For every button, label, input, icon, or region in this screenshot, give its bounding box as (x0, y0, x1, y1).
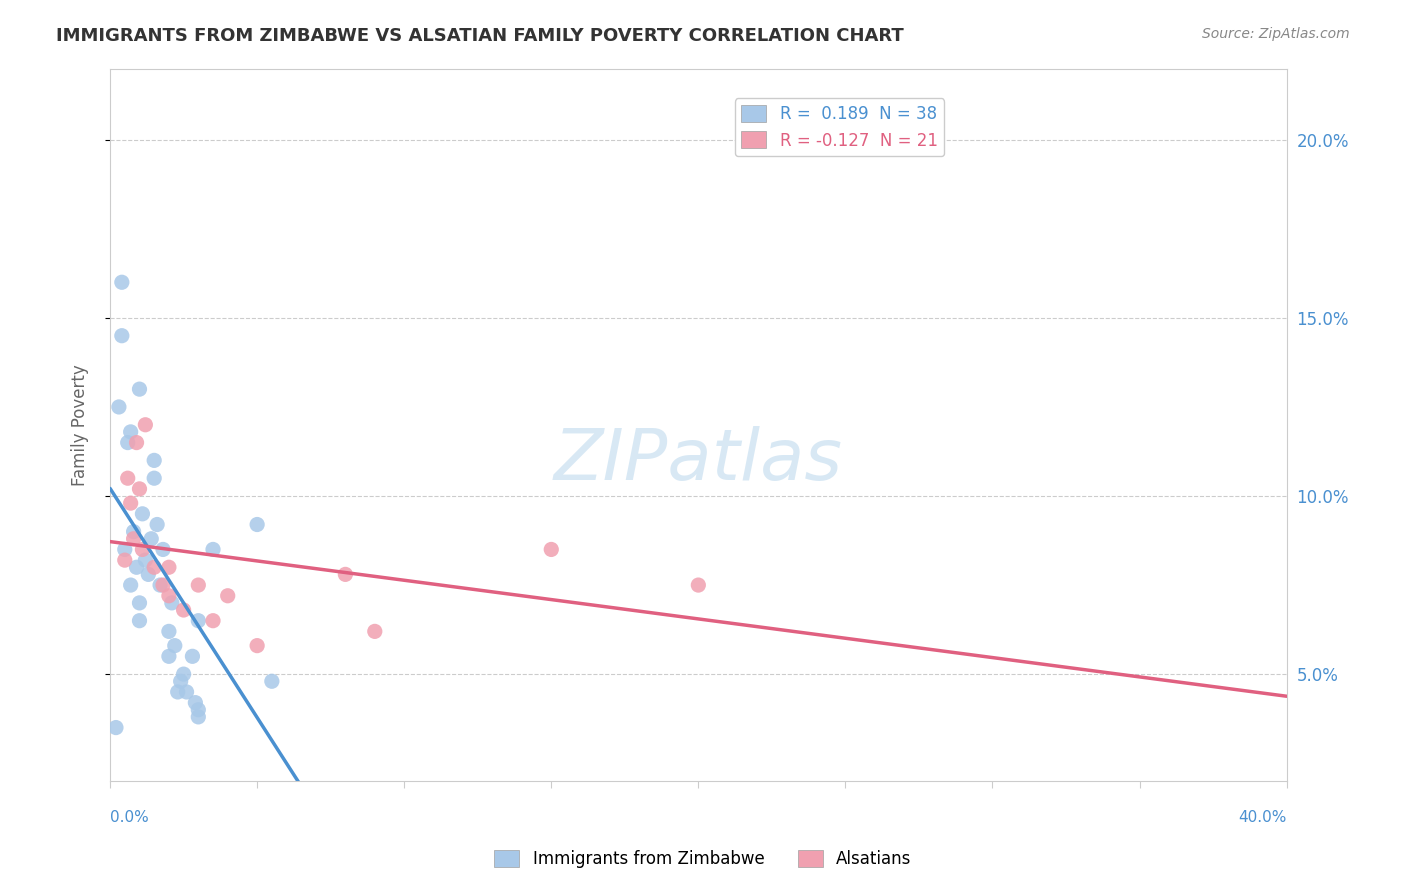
Point (122, 524, 145, 539)
Point (125, 560, 148, 574)
Y-axis label: Family Poverty: Family Poverty (72, 364, 89, 485)
Point (120, 578, 142, 592)
Point (246, 639, 269, 653)
Point (128, 614, 150, 628)
Text: 40.0%: 40.0% (1239, 810, 1286, 824)
Point (184, 696, 207, 710)
Point (173, 603, 195, 617)
Point (540, 542, 562, 557)
Point (128, 482, 150, 496)
Point (117, 471, 139, 485)
Point (202, 614, 225, 628)
Point (246, 517, 269, 532)
Point (143, 471, 166, 485)
Point (176, 685, 198, 699)
Point (143, 560, 166, 574)
Point (120, 496, 142, 510)
Point (688, 578, 710, 592)
Point (134, 553, 156, 567)
Point (131, 507, 153, 521)
Point (134, 417, 156, 432)
Text: ZIPatlas: ZIPatlas (554, 425, 842, 495)
Point (136, 567, 159, 582)
Legend: Immigrants from Zimbabwe, Alsatians: Immigrants from Zimbabwe, Alsatians (488, 843, 918, 875)
Point (187, 578, 209, 592)
Legend: R =  0.189  N = 38, R = -0.127  N = 21: R = 0.189 N = 38, R = -0.127 N = 21 (735, 98, 945, 156)
Point (141, 532, 163, 546)
Text: Source: ZipAtlas.com: Source: ZipAtlas.com (1202, 27, 1350, 41)
Point (364, 624, 387, 639)
Point (181, 649, 204, 664)
Point (157, 624, 180, 639)
Point (187, 710, 209, 724)
Point (157, 589, 180, 603)
Point (202, 542, 225, 557)
Point (114, 553, 136, 567)
Point (149, 578, 172, 592)
Point (120, 425, 142, 439)
Point (146, 517, 169, 532)
Text: 0.0%: 0.0% (110, 810, 149, 824)
Point (157, 560, 180, 574)
Point (173, 667, 195, 681)
Point (125, 435, 148, 450)
Point (157, 649, 180, 664)
Point (187, 703, 209, 717)
Point (104, 721, 127, 735)
Point (111, 275, 134, 289)
Point (160, 596, 183, 610)
Point (122, 532, 145, 546)
Point (187, 614, 209, 628)
Point (152, 578, 174, 592)
Point (152, 542, 174, 557)
Point (128, 596, 150, 610)
Point (143, 453, 166, 467)
Text: IMMIGRANTS FROM ZIMBABWE VS ALSATIAN FAMILY POVERTY CORRELATION CHART: IMMIGRANTS FROM ZIMBABWE VS ALSATIAN FAM… (56, 27, 904, 45)
Point (217, 589, 239, 603)
Point (169, 674, 191, 689)
Point (111, 328, 134, 343)
Point (114, 542, 136, 557)
Point (108, 400, 131, 414)
Point (117, 435, 139, 450)
Point (128, 382, 150, 396)
Point (163, 639, 186, 653)
Point (166, 685, 188, 699)
Point (260, 674, 283, 689)
Point (335, 567, 357, 582)
Point (131, 542, 153, 557)
